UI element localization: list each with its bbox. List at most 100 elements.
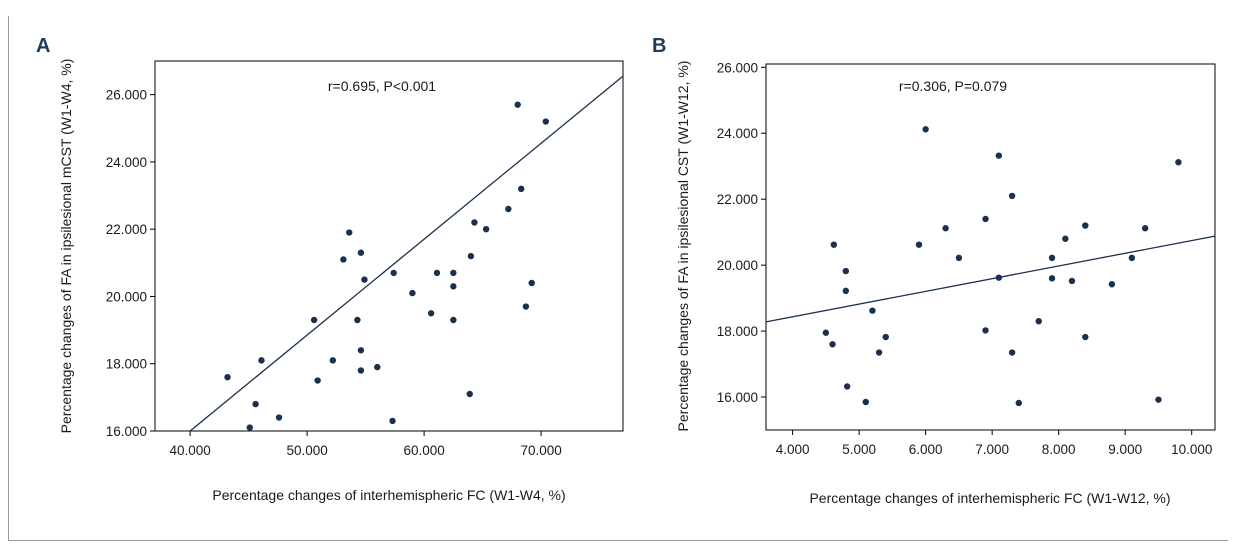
panel-b-fit-line [765, 235, 1216, 323]
panel-a-data-point [427, 310, 435, 317]
panel-b-data-point [1008, 192, 1016, 200]
panel-b-data-point [822, 329, 830, 336]
panel-b-x-tick-label: 5.000 [842, 442, 876, 457]
panel-a-data-point [252, 400, 259, 408]
panel-a-data-point [522, 303, 530, 310]
panel-b-data-point [1048, 275, 1056, 282]
panel-b-x-axis-title: Percentage changes of interhemispheric F… [809, 490, 1170, 506]
panel-b-y-tick-label: 22.000 [717, 192, 758, 207]
panel-b-data-point [1015, 399, 1022, 407]
panel-a-letter: A [36, 35, 50, 57]
panel-b-x-tick-label: 9.000 [1108, 442, 1142, 457]
figure-frame [8, 16, 1228, 541]
panel-b-data-point [1141, 225, 1149, 232]
panel-a-data-point [329, 357, 337, 364]
panel-b-data-point [1062, 235, 1069, 242]
panel-a-data-point [357, 249, 365, 256]
panel-b-x-ticks: 4.000 5.000 6.000 7.000 8.000 9.000 10.000 [776, 430, 1212, 457]
panel-a-y-ticks: 16.000 18.000 20.000 22.000 24.000 26.000 [106, 88, 155, 439]
panel-b-data-point [1068, 277, 1076, 285]
panel-a-data-point [374, 363, 381, 371]
panel-a-data-point [340, 256, 347, 263]
panel-a-data-point [482, 225, 490, 233]
panel-a-points [224, 101, 549, 431]
panel-a-data-point [471, 219, 478, 226]
panel-a-data-point [505, 205, 512, 213]
panel-b-y-ticks: 16.000 18.000 20.000 22.000 24.000 26.000 [717, 60, 766, 405]
panel-a-data-point [409, 289, 416, 297]
panel-b-data-point [995, 152, 1003, 159]
panel-a-data-point [528, 279, 535, 287]
panel-b-y-tick-label: 16.000 [717, 390, 758, 405]
panel-b-data-point [1155, 396, 1162, 403]
panel-b-data-point [915, 241, 923, 248]
panel-b-data-point [982, 215, 989, 223]
panel-b-points [822, 126, 1182, 407]
panel-b-data-point [1035, 317, 1042, 325]
panel-a-data-point [314, 377, 321, 384]
panel-a-x-ticks: 40.000 50.000 60.000 70.000 [169, 431, 562, 458]
panel-b-x-tick-label: 4.000 [776, 442, 810, 457]
panel-b-y-tick-label: 20.000 [717, 258, 758, 273]
panel-b-data-point [982, 327, 989, 334]
panel-b-data-point [1008, 349, 1016, 356]
panel-b-data-point [875, 349, 883, 356]
panel-b-data-point [955, 254, 963, 262]
panel-a-data-point [514, 101, 521, 108]
panel-a-data-point [433, 269, 441, 277]
panel-b-data-point [1048, 254, 1056, 262]
panel-b-data-point [1128, 254, 1136, 262]
panel-a-data-point [518, 185, 525, 193]
panel-b-data-point [1108, 281, 1116, 288]
panel-a-data-point [542, 118, 549, 125]
panel-a-data-point [246, 424, 253, 431]
panel-b-letter: B [652, 35, 666, 57]
panel-a-plot-frame [154, 60, 624, 432]
panel-a-data-point [310, 316, 318, 324]
panel-a-data-point [450, 269, 457, 277]
panel-b-data-point [869, 307, 876, 314]
panel-b-x-tick-label: 6.000 [909, 442, 943, 457]
panel-a-data-point [466, 390, 473, 398]
panel-a-data-point [450, 316, 457, 324]
panel-a-x-tick-label: 50.000 [286, 443, 327, 458]
panel-b-x-tick-label: 10.000 [1171, 442, 1212, 457]
panel-a-y-tick-label: 22.000 [106, 222, 147, 237]
panel-a-annotation: r=0.695, P<0.001 [328, 78, 436, 94]
panel-b-x-tick-label: 7.000 [975, 442, 1009, 457]
panel-b-data-point [1082, 222, 1089, 229]
panel-b-data-point [882, 333, 889, 341]
panel-a-y-tick-label: 18.000 [106, 357, 147, 372]
panel-a-y-tick-label: 16.000 [106, 424, 147, 439]
panel-b-data-point [1175, 159, 1182, 166]
panel-b-plot-frame [765, 63, 1216, 431]
panel-a-y-tick-label: 24.000 [106, 155, 147, 170]
panel-a-x-axis-title: Percentage changes of interhemispheric F… [212, 487, 565, 503]
panel-a-data-point [467, 252, 475, 260]
panel-a-data-point [354, 316, 361, 324]
panel-a-data-point [224, 373, 231, 381]
panel-b-data-point [829, 341, 836, 348]
panel-a-data-point [357, 367, 365, 374]
panel-b-data-point [842, 287, 850, 295]
panel-a: A 16.000 18.000 20.000 22.000 24.000 26.000 4… [36, 35, 624, 503]
panel-a-y-tick-label: 26.000 [106, 88, 147, 103]
panel-a-fit-line [189, 75, 624, 432]
panel-a-data-point [346, 229, 353, 236]
panel-b-data-point [842, 267, 850, 275]
panel-a-data-point [389, 417, 396, 425]
panel-b-y-tick-label: 18.000 [717, 324, 758, 339]
panel-b-data-point [942, 225, 949, 232]
panel-a-data-point [390, 269, 397, 277]
panel-b-annotation: r=0.306, P=0.079 [899, 78, 1007, 94]
panel-a-data-point [258, 357, 265, 364]
panel-b-y-tick-label: 26.000 [717, 60, 758, 75]
panel-b-data-point [1082, 333, 1089, 341]
panel-a-data-point [357, 347, 365, 354]
panel-b-data-point [862, 398, 869, 406]
panel-b-x-tick-label: 8.000 [1042, 442, 1076, 457]
panel-b-y-axis-title: Percentage changes of FA in ipsilesional… [675, 61, 691, 432]
panel-a-x-tick-label: 60.000 [403, 443, 444, 458]
